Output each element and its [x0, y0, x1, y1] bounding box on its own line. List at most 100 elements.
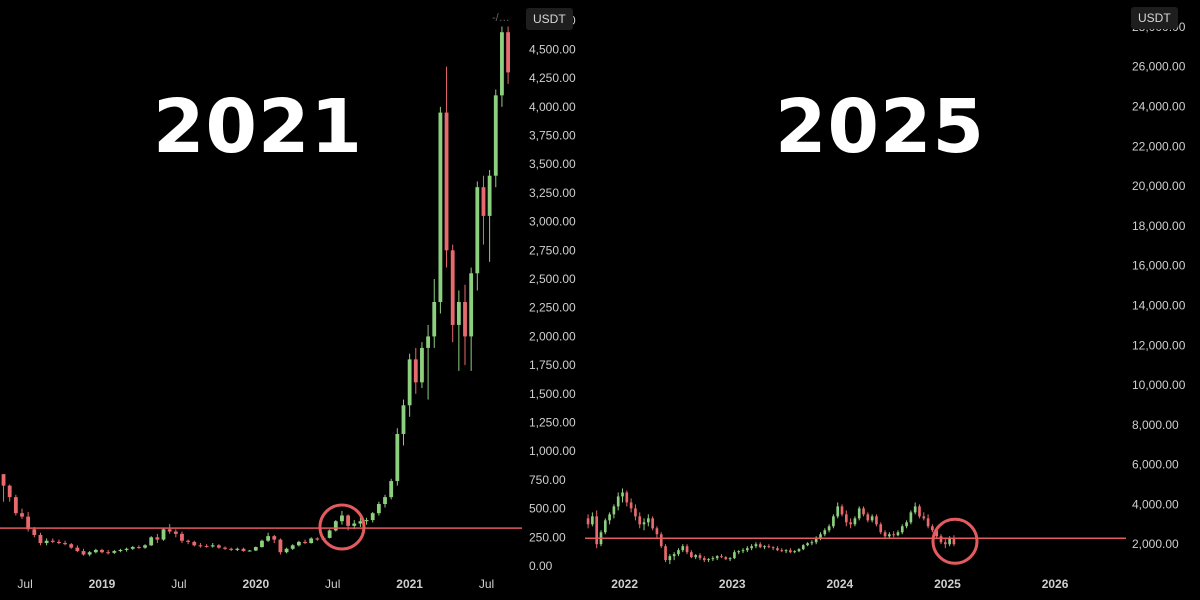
candle-body: [395, 433, 400, 482]
candle-body: [438, 112, 443, 302]
candle-body: [136, 547, 141, 549]
candle-body: [506, 32, 510, 73]
candle-body: [823, 530, 827, 535]
candle-body: [493, 95, 498, 176]
candle-body: [124, 548, 129, 550]
candle-body: [707, 559, 710, 561]
candle-body: [426, 336, 430, 348]
candle-body: [420, 347, 424, 383]
y-tick-label: 2,750.00: [529, 243, 576, 257]
y-tick-label: 3,500.00: [529, 157, 576, 171]
candle-body: [591, 516, 594, 525]
candle-body: [771, 547, 775, 549]
candle-body: [266, 536, 271, 541]
y-tick-label: 3,000.00: [529, 215, 576, 229]
candle-body: [112, 551, 117, 553]
candle-body: [444, 112, 449, 251]
candle-body: [1, 474, 6, 486]
candle-body: [814, 538, 818, 543]
y-tick-label: 1,500.00: [529, 387, 576, 401]
y-tick-label: 26,000.00: [1132, 60, 1186, 74]
x-tick-label: Jul: [17, 577, 32, 591]
candle-body: [655, 528, 659, 535]
y-tick-label: 500.00: [529, 502, 566, 516]
candle-body: [780, 550, 784, 552]
candle-body: [849, 522, 852, 525]
candle-body: [638, 516, 642, 525]
y-tick-label: 18,000.00: [1132, 219, 1186, 233]
candle-body: [789, 550, 792, 553]
candle-body: [694, 555, 698, 558]
candle-body: [284, 548, 289, 553]
candle-body: [235, 548, 240, 550]
y-tick-label: 1,750.00: [529, 358, 576, 372]
candle-body: [677, 550, 680, 555]
y-tick-label: 2,500.00: [529, 272, 576, 286]
candle-body: [909, 512, 913, 523]
candle-body: [333, 521, 338, 531]
chart-menu-icon[interactable]: -/…: [492, 12, 510, 24]
candle-body: [896, 532, 900, 536]
candle-body: [149, 537, 154, 546]
candle-body: [905, 522, 908, 527]
y-tick-label: 0.00: [529, 559, 553, 573]
candle-body: [836, 506, 840, 517]
year-label: 2025: [775, 84, 985, 170]
candle-body: [883, 532, 887, 537]
candle-body: [456, 301, 461, 325]
candle-body: [715, 556, 719, 559]
x-tick-label: 2022: [611, 577, 638, 591]
x-tick-label: 2021: [396, 577, 423, 591]
candle-body: [810, 542, 814, 544]
candle-body: [793, 551, 797, 553]
candle-body: [383, 497, 387, 505]
candle-body: [616, 496, 620, 507]
candle-body: [469, 273, 474, 337]
candle-body: [389, 481, 394, 498]
x-tick-label: 2023: [719, 577, 746, 591]
currency-badge[interactable]: USDT: [526, 8, 573, 30]
candle-body: [100, 549, 104, 553]
candle-body: [204, 545, 209, 547]
highlight-circle: [931, 517, 979, 565]
y-tick-label: 4,500.00: [529, 42, 576, 56]
candle-body: [724, 557, 728, 560]
chart-panel-2025[interactable]: 2,000.00 4,000.00 6,000.00 8,000.00 10,000.0…: [585, 0, 1200, 600]
candle-body: [952, 538, 956, 545]
chart-panel-2021[interactable]: 0.00 250.00 500.00 750.00 1,000.00 1,250.00 1,…: [0, 0, 585, 600]
candle-body: [223, 547, 227, 549]
price-chart-2025[interactable]: 2,000.00 4,000.00 6,000.00 8,000.00 10,000.0…: [585, 0, 1200, 600]
candle-body: [253, 547, 258, 551]
candle-body: [642, 522, 646, 525]
candle-body: [7, 485, 12, 498]
currency-badge[interactable]: USDT: [1131, 7, 1178, 29]
candle-body: [853, 518, 857, 525]
candle-body: [475, 187, 480, 274]
y-tick-label: 22,000.00: [1132, 139, 1186, 153]
candle-body: [63, 543, 67, 545]
candle-body: [685, 546, 689, 553]
candle-body: [603, 520, 607, 533]
y-tick-label: 16,000.00: [1132, 259, 1186, 273]
candle-body: [487, 175, 492, 216]
candle-body: [801, 545, 805, 550]
candle-body: [870, 516, 874, 521]
candle-body: [651, 518, 654, 529]
y-tick-label: 8,000.00: [1132, 418, 1179, 432]
candle-body: [210, 545, 215, 547]
candle-body: [44, 540, 49, 544]
y-tick-label: 3,250.00: [529, 186, 576, 200]
candle-body: [167, 529, 172, 532]
candle-body: [57, 541, 61, 544]
y-tick-label: 750.00: [529, 473, 566, 487]
y-tick-label: 4,000.00: [1132, 497, 1179, 511]
candle-body: [767, 546, 771, 548]
y-tick-label: 250.00: [529, 530, 566, 544]
candle-body: [664, 546, 667, 561]
candle-body: [198, 545, 203, 547]
price-chart-2021[interactable]: 0.00 250.00 500.00 750.00 1,000.00 1,250.00 1,…: [0, 0, 585, 600]
candle-body: [668, 556, 672, 561]
candle-body: [26, 516, 31, 530]
y-tick-label: 1,250.00: [529, 416, 576, 430]
candle-body: [241, 548, 246, 552]
